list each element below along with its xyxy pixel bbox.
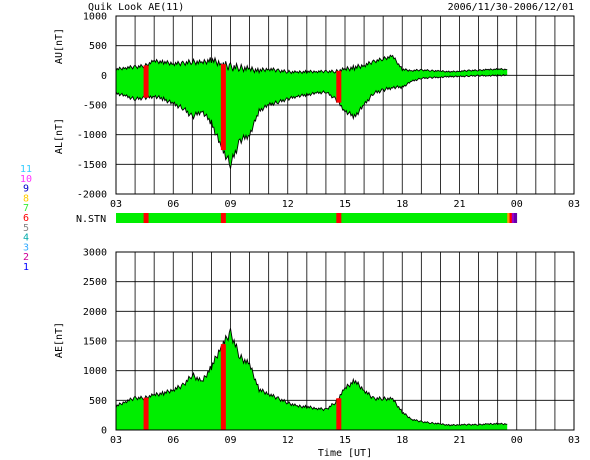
- station-legend-item: 1: [23, 262, 29, 273]
- lower-series-upper-line: [115, 328, 508, 427]
- station-legend-item: 6: [23, 213, 29, 224]
- upper-panel-series: [115, 54, 508, 169]
- lower-x-tick-label: 21: [453, 435, 465, 446]
- station-bar-red-band: [143, 213, 149, 223]
- station-legend-item: 2: [23, 252, 29, 263]
- station-bar-end-segment: [509, 213, 513, 223]
- x-axis-label: Time [UT]: [318, 448, 372, 459]
- lower-panel-grid: [116, 252, 574, 430]
- lower-y-tick-label: 1000: [83, 366, 107, 377]
- ae-axis-label: AE[nT]: [54, 322, 65, 358]
- lower-x-tick-label: 06: [167, 435, 179, 446]
- station-bar-end-segment: [514, 213, 518, 223]
- upper-y-tick-label: -2000: [77, 190, 107, 201]
- upper-y-tick-label: 500: [89, 41, 107, 52]
- upper-y-tick-label: -500: [83, 101, 107, 112]
- upper-y-tick-labels: 1000 500 0 -500 -1000 -1500 -2000: [77, 12, 107, 201]
- lower-x-tick-label: 00: [511, 435, 523, 446]
- chart-title: Quik Look AE(11): [88, 2, 184, 13]
- upper-x-tick-labels: 03 06 09 12 15 18 21 00 03: [110, 199, 580, 210]
- upper-panel-frame: [115, 15, 575, 195]
- lower-x-tick-label: 18: [396, 435, 408, 446]
- lower-x-tick-label: 03: [110, 435, 122, 446]
- station-bar-red-band: [220, 213, 226, 223]
- station-legend-item: 10: [20, 174, 32, 185]
- al-axis-label: AL[nT]: [54, 118, 65, 154]
- lower-y-tick-label: 500: [89, 396, 107, 407]
- station-legend-item: 7: [23, 203, 29, 214]
- lower-x-tick-label: 09: [224, 435, 236, 446]
- lower-x-tick-label: 15: [339, 435, 351, 446]
- upper-red-band: [336, 70, 342, 103]
- upper-red-band: [220, 64, 226, 151]
- upper-x-tick-label: 03: [110, 199, 122, 210]
- lower-x-tick-labels: 03 06 09 12 15 18 21 00 03: [110, 435, 580, 446]
- upper-x-tick-label: 09: [224, 199, 236, 210]
- upper-x-tick-label: 15: [339, 199, 351, 210]
- upper-series-lower-line: [115, 73, 508, 169]
- upper-x-tick-label: 21: [453, 199, 465, 210]
- station-bar-label: N.STN: [76, 214, 106, 225]
- station-legend-item: 8: [23, 193, 29, 204]
- au-axis-label: AU[nT]: [54, 28, 65, 64]
- lower-red-band: [143, 397, 149, 430]
- lower-red-band: [220, 344, 226, 430]
- station-legend-item: 5: [23, 223, 29, 234]
- lower-y-tick-label: 2500: [83, 277, 107, 288]
- lower-panel-frame: [115, 251, 575, 431]
- upper-y-tick-label: 1000: [83, 12, 107, 23]
- upper-x-tick-label: 06: [167, 199, 179, 210]
- station-bar-red-band: [336, 213, 342, 223]
- upper-y-tick-label: -1000: [77, 130, 107, 141]
- lower-series-area: [116, 328, 508, 430]
- upper-x-tick-label: 18: [396, 199, 408, 210]
- station-bar-end-segment: [511, 213, 515, 223]
- station-legend-item: 9: [23, 184, 29, 195]
- upper-series-upper-line: [115, 54, 508, 75]
- station-count-bar: [116, 213, 518, 223]
- lower-y-tick-label: 2000: [83, 307, 107, 318]
- upper-series-area: [116, 55, 508, 169]
- upper-x-tick-label: 12: [282, 199, 294, 210]
- station-legend-item: 4: [23, 233, 29, 244]
- lower-y-tick-label: 0: [101, 426, 107, 437]
- upper-y-tick-label: -1500: [77, 160, 107, 171]
- station-bar-end-segment: [507, 213, 511, 223]
- upper-x-tick-label: 03: [568, 199, 580, 210]
- lower-y-tick-label: 3000: [83, 248, 107, 259]
- upper-y-tick-label: 0: [101, 71, 107, 82]
- lower-x-tick-label: 03: [568, 435, 580, 446]
- lower-y-tick-labels: 3000 2500 2000 1500 1000 500 0: [83, 248, 107, 437]
- station-legend-item: 3: [23, 242, 29, 253]
- lower-y-tick-label: 1500: [83, 337, 107, 348]
- station-bar-fill: [116, 213, 510, 223]
- date-range: 2006/11/30-2006/12/01: [448, 2, 574, 13]
- upper-red-band: [143, 65, 149, 98]
- upper-x-tick-label: 00: [511, 199, 523, 210]
- station-legend-item: 11: [20, 164, 32, 175]
- lower-red-band: [336, 398, 342, 430]
- lower-panel-series: [115, 328, 508, 430]
- lower-x-tick-label: 12: [282, 435, 294, 446]
